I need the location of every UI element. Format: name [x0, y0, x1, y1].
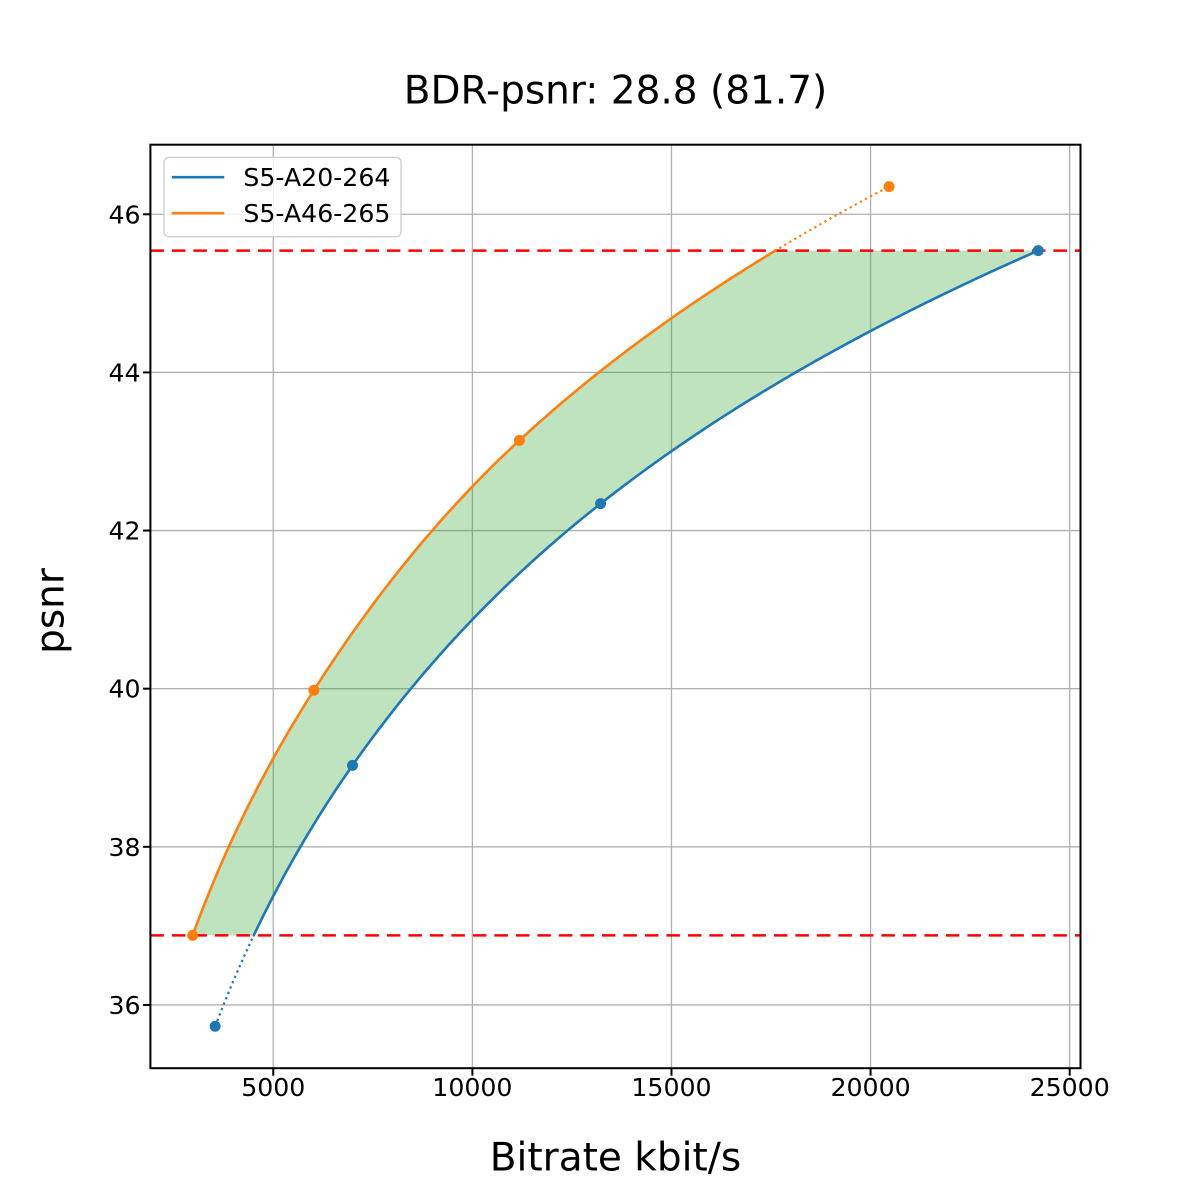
bd-shaded-area — [192, 250, 1039, 936]
marker-S5-A20-264-3 — [1032, 245, 1044, 257]
legend: S5-A20-264 S5-A46-265 — [163, 156, 402, 238]
y-axis-label: psnr — [29, 567, 74, 654]
x-axis-label: Bitrate kbit/s — [490, 1136, 741, 1181]
data-point-markers — [187, 181, 1044, 1032]
legend-label: S5-A46-265 — [243, 199, 390, 228]
legend-label: S5-A20-264 — [243, 163, 390, 192]
marker-S5-A20-264-1 — [347, 759, 359, 771]
xtick-label-20000: 20000 — [831, 1073, 911, 1102]
rd-curves — [191, 185, 1040, 1027]
xtick-label-5000: 5000 — [241, 1073, 305, 1102]
chart-title: BDR-psnr: 28.8 (81.7) — [404, 69, 828, 114]
bd-fill-polygon — [192, 250, 1039, 936]
ytick-label-38: 38 — [108, 833, 140, 862]
marker-S5-A46-265-0 — [187, 929, 199, 941]
xtick-label-25000: 25000 — [1030, 1073, 1110, 1102]
marker-S5-A20-264-0 — [209, 1020, 221, 1032]
marker-S5-A46-265-2 — [513, 434, 525, 446]
overlap-ref-lines — [150, 249, 1081, 937]
curve-solid-S5-A20-264 — [252, 249, 1040, 937]
axes-spines — [149, 143, 1082, 1070]
ytick-label-36: 36 — [108, 991, 140, 1020]
marker-S5-A46-265-3 — [883, 181, 895, 193]
axes-frame — [142, 143, 1082, 1076]
ytick-label-42: 42 — [108, 517, 140, 546]
marker-S5-A46-265-1 — [308, 684, 320, 696]
tick-labels: 5000 10000 15000 20000 25000 36 38 40 42 44 46 — [108, 200, 1109, 1102]
legend-item-s5-a46-265: S5-A46-265 — [171, 199, 390, 228]
ytick-label-44: 44 — [108, 358, 140, 387]
ytick-label-40: 40 — [108, 675, 140, 704]
xtick-label-10000: 10000 — [432, 1073, 512, 1102]
ytick-label-46: 46 — [108, 200, 140, 229]
legend-item-s5-a20-264: S5-A20-264 — [171, 163, 390, 192]
xtick-label-15000: 15000 — [631, 1073, 711, 1102]
curve-solid-S5-A46-265 — [191, 249, 777, 937]
marker-S5-A20-264-2 — [595, 498, 607, 510]
